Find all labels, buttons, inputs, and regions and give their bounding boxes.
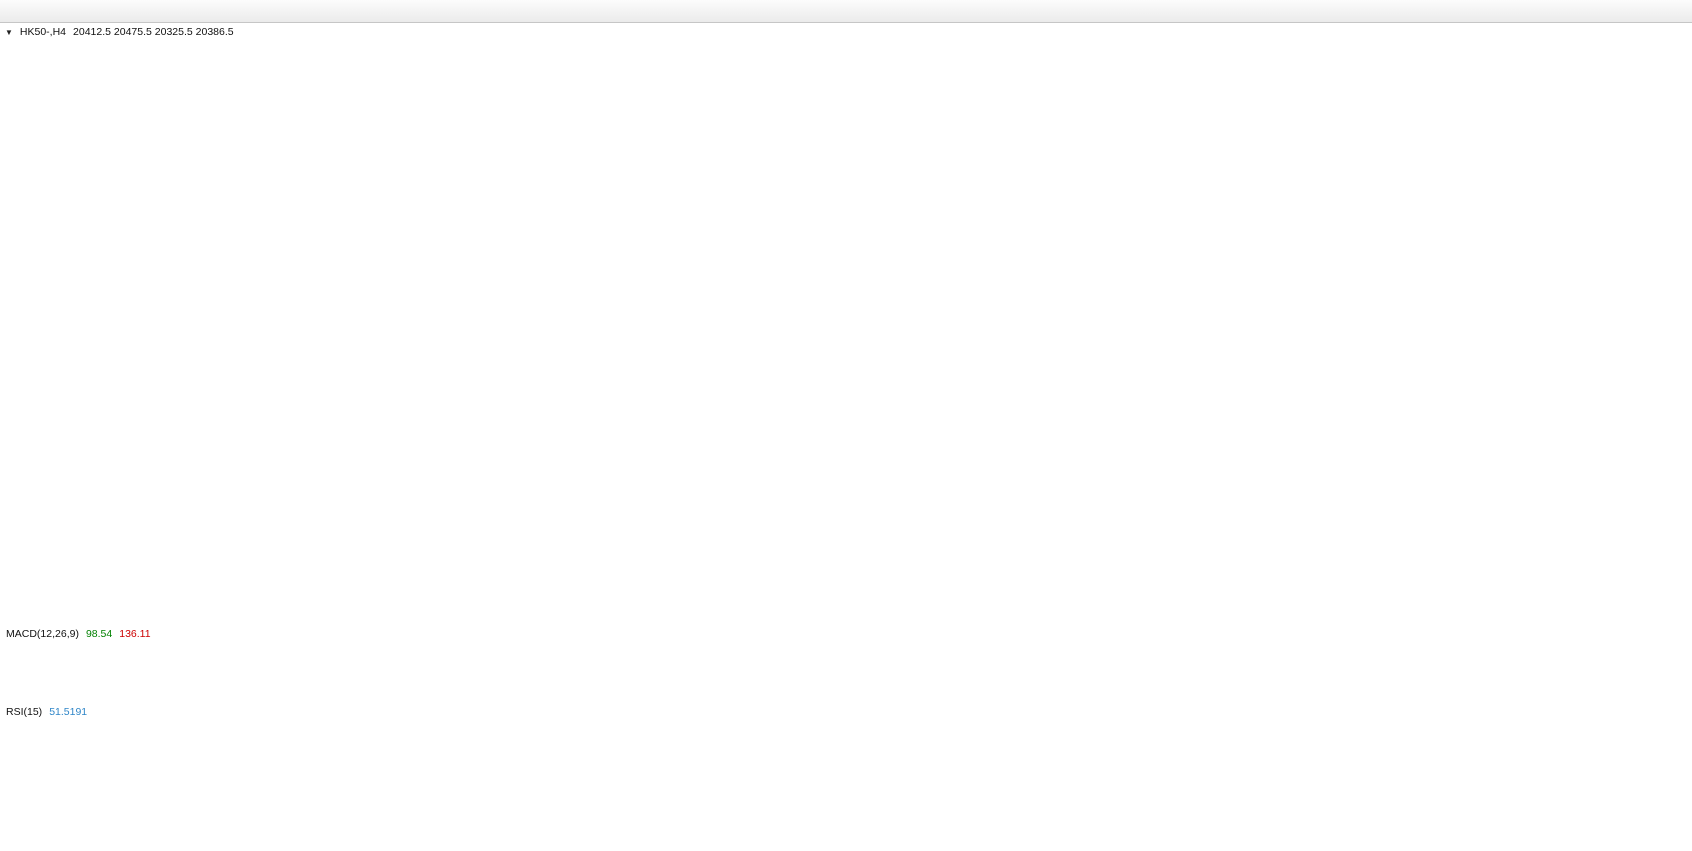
toolbar — [0, 0, 1692, 23]
